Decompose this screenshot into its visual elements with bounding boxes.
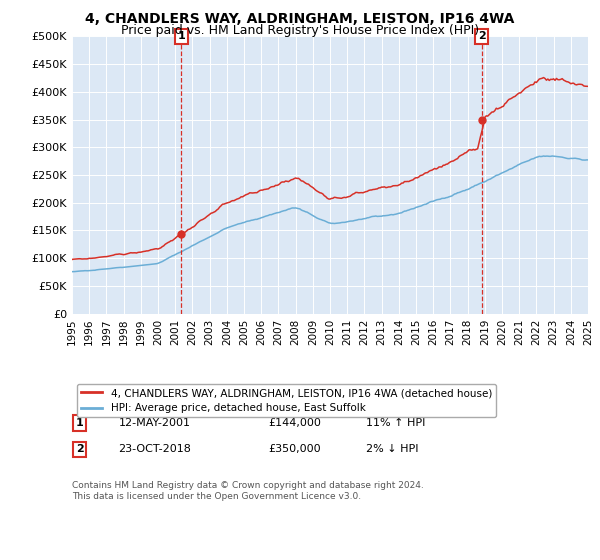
- Text: 1: 1: [76, 418, 83, 428]
- Text: 1: 1: [178, 31, 185, 41]
- Text: 23-OCT-2018: 23-OCT-2018: [118, 445, 191, 454]
- Text: 2: 2: [76, 445, 83, 454]
- Text: 2% ↓ HPI: 2% ↓ HPI: [366, 445, 419, 454]
- Text: Price paid vs. HM Land Registry's House Price Index (HPI): Price paid vs. HM Land Registry's House …: [121, 24, 479, 37]
- Text: 12-MAY-2001: 12-MAY-2001: [118, 418, 190, 428]
- Text: 4, CHANDLERS WAY, ALDRINGHAM, LEISTON, IP16 4WA: 4, CHANDLERS WAY, ALDRINGHAM, LEISTON, I…: [85, 12, 515, 26]
- Text: Contains HM Land Registry data © Crown copyright and database right 2024.
This d: Contains HM Land Registry data © Crown c…: [72, 481, 424, 501]
- Text: £350,000: £350,000: [268, 445, 321, 454]
- Text: £144,000: £144,000: [268, 418, 321, 428]
- Legend: 4, CHANDLERS WAY, ALDRINGHAM, LEISTON, IP16 4WA (detached house), HPI: Average p: 4, CHANDLERS WAY, ALDRINGHAM, LEISTON, I…: [77, 384, 496, 418]
- Text: 2: 2: [478, 31, 485, 41]
- Text: 11% ↑ HPI: 11% ↑ HPI: [366, 418, 425, 428]
